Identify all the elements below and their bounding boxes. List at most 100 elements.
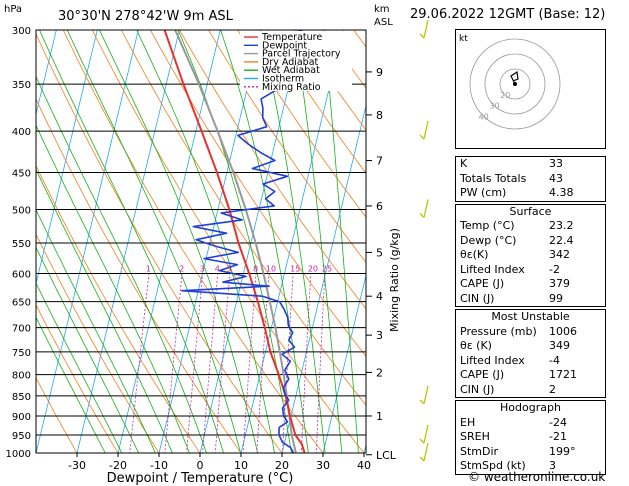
basic-index-row: Totals Totals 43	[456, 172, 606, 187]
mixing-ratio-label: 3	[200, 265, 205, 274]
isotherm-line	[322, 273, 366, 453]
legend-box	[240, 31, 352, 91]
km-label: km	[374, 4, 390, 15]
unstable-label: CIN (J)	[460, 382, 495, 396]
mixing-ratio-label: 5	[227, 265, 232, 274]
km-tick-label: 1	[376, 410, 383, 423]
mixing-ratio-line	[186, 273, 203, 453]
km-tick-label: LCL	[376, 449, 397, 462]
legend-label: Dry Adiabat	[262, 57, 319, 68]
dry-adiabat-line	[36, 233, 160, 453]
hodograph-value: -24	[549, 415, 567, 429]
unstable-value: -4	[549, 353, 560, 367]
wind-barbs	[419, 19, 429, 462]
axes: 3003504004505005506006507007508008509009…	[6, 26, 397, 472]
unstable-row: CAPE (J) 1721	[456, 368, 606, 383]
mixing-ratio-label: 20	[308, 265, 318, 274]
isotherm-line	[401, 18, 455, 470]
mixing-ratio-label: 25	[322, 265, 332, 274]
pressure-tick-label: 500	[12, 205, 31, 216]
basic-index-value: 33	[549, 157, 563, 171]
dry-adiabat-line	[237, 30, 366, 218]
x-tick-label: 20	[275, 459, 289, 472]
datetime-title: 29.06.2022 12GMT (Base: 12)	[410, 7, 606, 22]
hpa-label: hPa	[4, 4, 22, 15]
surface-row: CAPE (J) 379	[456, 277, 606, 292]
surface-value: 379	[549, 277, 570, 291]
legend-label: Mixing Ratio	[262, 82, 321, 93]
dry-adiabat-line	[36, 33, 283, 453]
hodograph-label: StmDir	[460, 444, 499, 458]
mixing-ratio-line	[164, 273, 183, 453]
hodograph-label: SREH	[460, 430, 490, 444]
hodograph-table: Hodograph EH -24 SREH -21 StmDir 199° StmSpd (…	[455, 400, 606, 475]
hodograph-row: StmSpd (kt) 3	[456, 459, 606, 474]
mixing-ratio-line	[315, 273, 326, 453]
basic-indices-table: K 33 Totals Totals 43 PW (cm) 4.38	[455, 156, 606, 202]
hodograph-frame	[455, 29, 606, 149]
wind-barb-flag	[419, 399, 425, 405]
wind-barb	[423, 424, 429, 444]
x-tick-label: 30	[316, 459, 330, 472]
wet-adiabat-line	[177, 30, 292, 453]
surface-label: Lifted Index	[460, 262, 525, 276]
mixing-ratio-label: 15	[290, 265, 300, 274]
dry-adiabat-line	[36, 164, 201, 453]
wind-barb	[423, 120, 429, 140]
legend-label: Temperature	[261, 32, 322, 43]
dry-adiabat-line	[36, 376, 78, 453]
mixing-ratio-line	[300, 273, 312, 453]
hodograph-ring	[469, 38, 561, 130]
temperature-line	[163, 30, 306, 453]
wind-barb	[423, 19, 429, 39]
wind-barb	[423, 442, 429, 462]
hodograph-ring-label: 20	[500, 91, 510, 100]
isotherm-line	[36, 30, 57, 116]
unstable-value: 1721	[549, 368, 577, 382]
surface-value: -2	[549, 262, 560, 276]
wet-adiabat-line	[323, 30, 359, 453]
hodograph-ring	[484, 53, 546, 115]
pressure-tick-label: 300	[12, 26, 31, 37]
surface-label: Dewp (°C)	[460, 233, 517, 247]
x-axis-label: Dewpoint / Temperature (°C)	[107, 471, 294, 486]
mixing-ratio-label: 2	[179, 265, 184, 274]
hodograph-ring-label: 30	[489, 102, 499, 111]
location-title: 30°30'N 278°42'W 9m ASL	[58, 9, 234, 24]
wet-adiabat-line	[39, 30, 224, 453]
pressure-tick-label: 350	[12, 80, 31, 91]
x-tick-label: 40	[357, 459, 371, 472]
hodograph-row: StmDir 199°	[456, 445, 606, 460]
hodograph-ring	[499, 68, 531, 100]
background-lines	[36, 18, 455, 470]
pressure-tick-label: 900	[12, 412, 31, 423]
unstable-label: Pressure (mb)	[460, 324, 537, 338]
km-tick-label: 5	[376, 246, 383, 259]
surface-label: CIN (J)	[460, 291, 495, 305]
unstable-row: Pressure (mb) 1006	[456, 325, 606, 340]
surface-table: Surface Temp (°C) 23.2 Dewp (°C) 22.4 θε(K) 3…	[455, 203, 606, 307]
basic-index-value: 4.38	[549, 186, 574, 200]
pressure-tick-label: 450	[12, 168, 31, 179]
dry-adiabat-line	[36, 304, 119, 453]
wet-adiabat-line	[293, 30, 343, 453]
basic-index-label: K	[460, 157, 468, 171]
legend-label: Wet Adiabat	[262, 65, 320, 76]
x-tick-label: -10	[150, 459, 168, 472]
wet-adiabat-line	[136, 30, 276, 453]
surface-row: θε(K) 342	[456, 248, 606, 263]
most-unstable-table: Most Unstable Pressure (mb) 1006 θε (K) 349…	[455, 309, 606, 398]
wind-barb-flag	[419, 456, 425, 462]
x-tick-label: -30	[68, 459, 86, 472]
isotherm-line	[363, 443, 366, 453]
hodograph-trace	[510, 70, 519, 85]
mixing-ratio-line	[202, 273, 219, 453]
unstable-row: Lifted Index -4	[456, 354, 606, 369]
mixing-ratio-label: 8	[253, 265, 258, 274]
unstable-value: 2	[549, 382, 556, 396]
legend-label: Dewpoint	[262, 40, 307, 51]
wet-adiabat-line	[220, 30, 309, 453]
wet-adiabat-line	[36, 124, 190, 453]
pressure-tick-label: 600	[12, 270, 31, 281]
